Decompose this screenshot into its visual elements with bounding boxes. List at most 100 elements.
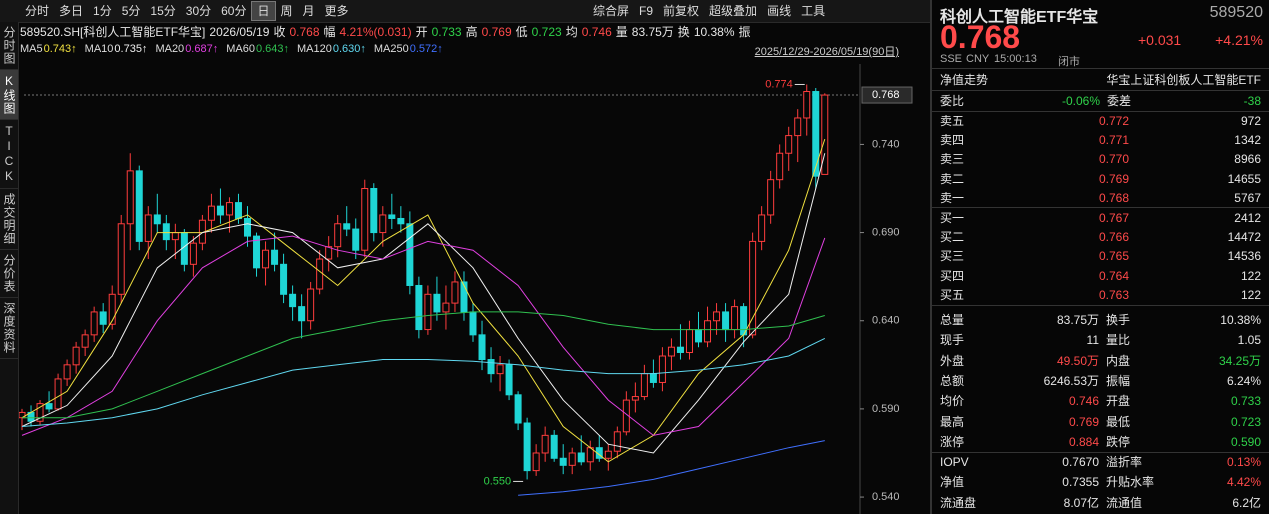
candle-body <box>316 258 324 290</box>
y-tick-label: 0.540 <box>872 491 900 503</box>
quote-field: 0.768 <box>289 25 320 39</box>
candle-body <box>325 246 333 260</box>
candle-body <box>469 311 477 336</box>
cell: 0.7670 <box>1062 455 1099 469</box>
cell: 0.769 <box>1068 414 1099 429</box>
ma-line <box>21 337 826 427</box>
tool-button[interactable]: F9 <box>639 4 654 18</box>
book-row: 买五 0.763 122 <box>932 285 1269 305</box>
ma-name: MA20 <box>155 43 185 55</box>
stat-row: 总量 83.75万 换手 10.38% <box>932 310 1269 330</box>
tool-button[interactable]: 综合屏 <box>593 4 630 18</box>
ma-value: 0.735↑ <box>114 43 148 55</box>
ma-value: 0.572↑ <box>409 43 443 55</box>
period-tab[interactable]: 月 <box>302 4 315 18</box>
ma-line <box>22 311 825 419</box>
period-tab[interactable]: 周 <box>280 4 293 18</box>
cell: 买二 <box>940 230 965 245</box>
candle-body <box>135 170 143 242</box>
cell: 0.723 <box>1230 414 1261 429</box>
side-tab[interactable]: TICK <box>0 120 18 189</box>
cell: 8966 <box>1234 152 1261 167</box>
cell: 流通盘 <box>940 495 977 510</box>
cell: 4.42% <box>1226 475 1261 490</box>
period-tab[interactable]: 多日 <box>59 4 84 18</box>
period-tab[interactable]: 更多 <box>324 4 349 18</box>
book-row: 买二 0.766 14472 <box>932 227 1269 247</box>
candle-body <box>36 403 44 422</box>
tool-button[interactable]: 画线 <box>767 4 792 18</box>
cell: 0.766 <box>1098 230 1129 245</box>
cell: 跌停 <box>1106 434 1131 449</box>
candle-body <box>803 91 811 119</box>
quote-field: 0.769 <box>481 25 512 39</box>
period-tab[interactable]: 60分 <box>221 4 247 18</box>
tool-button[interactable]: 工具 <box>801 4 826 18</box>
tool-button[interactable]: 超级叠加 <box>709 4 758 18</box>
candle-body <box>289 293 297 308</box>
y-tick-label: 0.640 <box>872 315 900 327</box>
ma-name: MA5 <box>20 43 43 55</box>
candle-body <box>460 281 468 313</box>
cell: 0.733 <box>1230 394 1261 409</box>
period-tab[interactable]: 15分 <box>150 4 176 18</box>
candle-body <box>334 223 342 248</box>
side-tab[interactable]: 分价表 <box>0 250 18 298</box>
candle-body <box>117 223 125 295</box>
cell: 现手 <box>940 333 965 348</box>
cell: 买五 <box>940 287 965 302</box>
quote-field: 高 <box>465 25 478 39</box>
ma-line <box>21 235 826 436</box>
cell: 6246.53万 <box>1043 373 1099 388</box>
divider <box>932 90 1269 91</box>
quote-field: 低 <box>515 25 528 39</box>
price-change: +0.031 <box>1138 32 1182 48</box>
stat-row: 均价 0.746 开盘 0.733 <box>932 391 1269 411</box>
side-tab[interactable]: K线图 <box>0 70 18 120</box>
candle-body <box>424 293 432 331</box>
tool-button[interactable]: 前复权 <box>663 4 700 18</box>
cell: 外盘 <box>940 353 965 368</box>
candle-body <box>559 457 567 466</box>
candle-body <box>126 170 134 225</box>
quote-line: 589520.SH[科创人工智能ETF华宝] 2026/05/19 收 0.768 幅 4… <box>20 23 755 40</box>
period-tab[interactable]: 5分 <box>121 4 141 18</box>
candle-body <box>244 217 251 237</box>
candle-body <box>577 452 585 463</box>
cell: 34.25万 <box>1218 353 1261 368</box>
side-tab[interactable]: 分时图 <box>0 22 18 70</box>
candle-body <box>523 422 531 472</box>
side-tab[interactable]: 成交明细 <box>0 189 18 250</box>
quote-field: 均 <box>565 25 578 39</box>
candle-body <box>812 91 820 177</box>
stat-row: 外盘 49.50万 内盘 34.25万 <box>932 351 1269 371</box>
candle-body <box>487 359 495 375</box>
cell: 流通值 <box>1106 495 1143 510</box>
stat-row: 现手 11 量比 1.05 <box>932 330 1269 350</box>
divider <box>932 207 1269 208</box>
candle-body <box>722 311 730 331</box>
side-tab[interactable]: 深度资料 <box>0 298 18 359</box>
candle-body <box>478 334 486 361</box>
candle-body <box>695 329 702 343</box>
ma-name: MA120 <box>297 43 332 55</box>
cell: 卖一 <box>940 190 965 205</box>
cell: 0.769 <box>1098 171 1129 186</box>
quote-field: 0.733 <box>431 25 462 39</box>
quote-panel: 科创人工智能ETF华宝 589520 0.768 +0.031 +4.21% SSE CNY… <box>930 0 1269 514</box>
candle-body <box>225 202 233 216</box>
cell: 6.24% <box>1226 373 1261 388</box>
period-tab[interactable]: 1分 <box>93 4 112 18</box>
tool-buttons: 综合屏 F9 前复权 超级叠加 画线 工具 <box>588 0 830 21</box>
quote-meta: CNY <box>966 53 990 65</box>
period-tab[interactable]: 日 <box>251 1 276 21</box>
cell: 83.75万 <box>1056 313 1099 327</box>
period-tab[interactable]: 分时 <box>25 4 50 18</box>
period-tab[interactable]: 30分 <box>185 4 212 18</box>
candle-body <box>307 288 315 322</box>
cell: 0.590 <box>1230 434 1261 449</box>
cell: 升贴水率 <box>1106 475 1155 490</box>
candle-body <box>406 223 414 286</box>
candle-body <box>81 334 89 348</box>
